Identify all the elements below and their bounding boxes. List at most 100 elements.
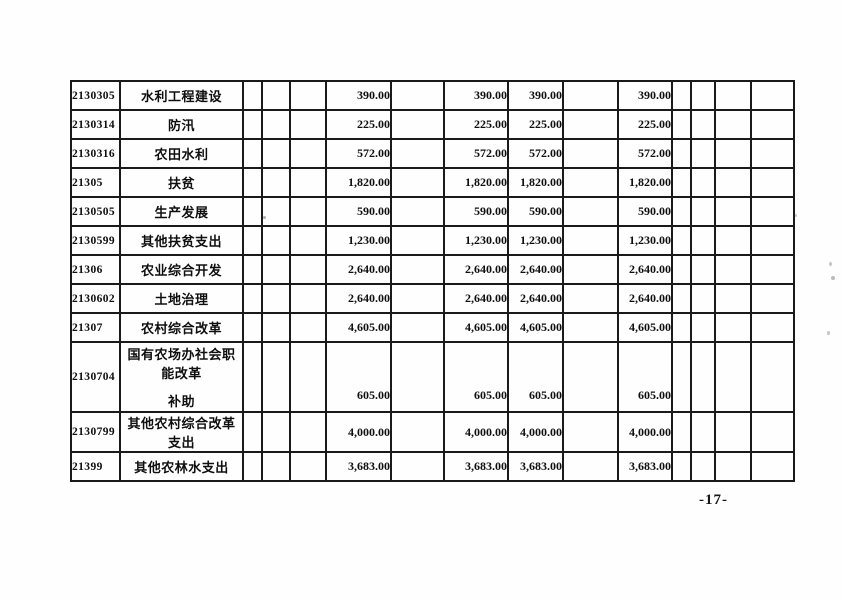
code-cell: 2130599 <box>70 225 121 256</box>
scan-speck <box>829 262 832 266</box>
name-cell: 其他农林水支出 <box>119 451 244 482</box>
name-line: 水利工程建设 <box>140 89 222 104</box>
amount-cell: 390.00 <box>507 80 564 111</box>
amount-cell: 390.00 <box>617 80 673 111</box>
amount-cell: 4,605.00 <box>507 312 564 343</box>
amount-cell: 2,640.00 <box>443 283 509 314</box>
empty-cell <box>289 167 327 198</box>
empty-cell <box>390 312 445 343</box>
empty-cell <box>261 167 291 198</box>
empty-cell <box>242 138 263 169</box>
empty-cell <box>671 341 692 413</box>
empty-cell <box>242 411 263 453</box>
table-row: 2130316 农田水利 572.00 572.00 572.00 572.00 <box>70 138 795 169</box>
empty-cell <box>671 225 692 256</box>
table-row: 21399 其他农林水支出 3,683.00 3,683.00 3,683.00 3,68… <box>70 451 795 482</box>
empty-cell <box>750 138 795 169</box>
name-cell: 生产发展 <box>119 196 244 227</box>
empty-cell <box>242 225 263 256</box>
empty-cell <box>690 411 716 453</box>
table-row: 2130505 生产发展 590.00 590.00 590.00 590.00 <box>70 196 795 227</box>
empty-cell <box>390 80 445 111</box>
empty-cell <box>562 225 619 256</box>
code-cell: 2130799 <box>70 411 121 453</box>
code-cell: 21399 <box>70 451 121 482</box>
empty-cell <box>562 283 619 314</box>
code-cell: 21305 <box>70 167 121 198</box>
table-row: 2130799 其他农村综合改革支出 4,000.00 4,000.00 4,000.0… <box>70 411 795 453</box>
amount-cell: 225.00 <box>443 109 509 140</box>
empty-cell <box>390 167 445 198</box>
amount-cell: 225.00 <box>507 109 564 140</box>
name-line: 农村综合改革 <box>140 321 222 336</box>
empty-cell <box>714 109 752 140</box>
amount-cell: 2,640.00 <box>507 283 564 314</box>
page-number: -17- <box>699 492 728 508</box>
empty-cell <box>390 254 445 285</box>
amount-cell: 1,820.00 <box>443 167 509 198</box>
amount-cell: 3,683.00 <box>507 451 564 482</box>
empty-cell <box>289 80 327 111</box>
empty-cell <box>690 167 716 198</box>
empty-cell <box>289 254 327 285</box>
empty-cell <box>289 225 327 256</box>
empty-cell <box>714 451 752 482</box>
empty-cell <box>390 451 445 482</box>
amount-cell: 605.00 <box>507 341 564 413</box>
empty-cell <box>242 312 263 343</box>
empty-cell <box>690 138 716 169</box>
name-line: 土地治理 <box>154 292 209 307</box>
table-row: 21307 农村综合改革 4,605.00 4,605.00 4,605.00 4,605… <box>70 312 795 343</box>
empty-cell <box>261 312 291 343</box>
empty-cell <box>671 254 692 285</box>
empty-cell <box>242 451 263 482</box>
name-line: 其他农村综合改革支出 <box>127 416 236 450</box>
name-line-2: 补助 <box>167 394 195 409</box>
empty-cell <box>690 109 716 140</box>
table-row: 2130599 其他扶贫支出 1,230.00 1,230.00 1,230.00 1,2… <box>70 225 795 256</box>
empty-cell <box>289 451 327 482</box>
empty-cell <box>390 138 445 169</box>
empty-cell <box>289 283 327 314</box>
empty-cell <box>261 196 291 227</box>
amount-cell: 2,640.00 <box>617 283 673 314</box>
empty-cell <box>562 80 619 111</box>
empty-cell <box>714 225 752 256</box>
amount-cell: 572.00 <box>617 138 673 169</box>
empty-cell <box>261 254 291 285</box>
amount-cell: 3,683.00 <box>325 451 392 482</box>
empty-cell <box>289 411 327 453</box>
empty-cell <box>671 109 692 140</box>
amount-cell: 2,640.00 <box>617 254 673 285</box>
code-cell: 2130305 <box>70 80 121 111</box>
amount-cell: 1,230.00 <box>507 225 564 256</box>
empty-cell <box>690 283 716 314</box>
amount-cell: 225.00 <box>617 109 673 140</box>
empty-cell <box>671 283 692 314</box>
empty-cell <box>261 341 291 413</box>
empty-cell <box>671 167 692 198</box>
amount-cell: 4,000.00 <box>617 411 673 453</box>
table-row: 21306 农业综合开发 2,640.00 2,640.00 2,640.00 2,640… <box>70 254 795 285</box>
amount-cell: 4,000.00 <box>507 411 564 453</box>
empty-cell <box>690 80 716 111</box>
empty-cell <box>261 138 291 169</box>
empty-cell <box>390 283 445 314</box>
amount-cell: 590.00 <box>325 196 392 227</box>
amount-cell: 605.00 <box>325 341 392 413</box>
scan-speck <box>827 331 830 335</box>
amount-cell: 2,640.00 <box>325 283 392 314</box>
amount-cell: 590.00 <box>507 196 564 227</box>
code-cell: 21306 <box>70 254 121 285</box>
empty-cell <box>562 167 619 198</box>
amount-cell: 1,230.00 <box>617 225 673 256</box>
name-line: 农田水利 <box>154 147 209 162</box>
empty-cell <box>714 138 752 169</box>
empty-cell <box>714 80 752 111</box>
empty-cell <box>750 254 795 285</box>
empty-cell <box>390 225 445 256</box>
amount-cell: 2,640.00 <box>507 254 564 285</box>
name-line: 防汛 <box>167 118 195 133</box>
amount-cell: 3,683.00 <box>617 451 673 482</box>
